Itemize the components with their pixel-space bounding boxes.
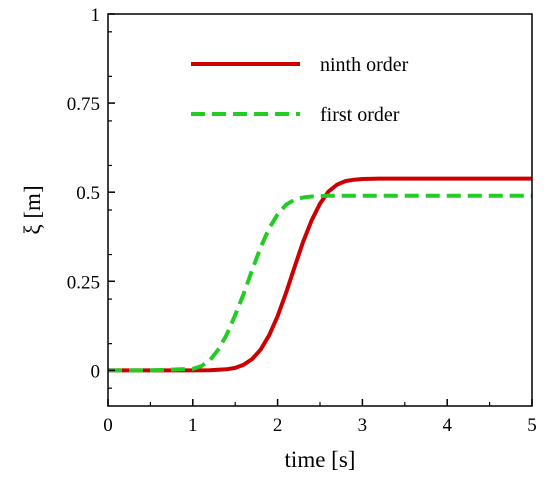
y-axis: 0 0.25 0.5 0.75 1 xyxy=(67,5,115,389)
x-tick-label: 2 xyxy=(273,415,283,436)
legend-label-2: first order xyxy=(320,104,400,126)
x-tick-label: 0 xyxy=(103,415,113,436)
x-tick-label: 1 xyxy=(188,415,198,436)
series-line-2 xyxy=(108,193,532,373)
x-axis: 0 1 2 3 4 5 xyxy=(103,399,537,436)
y-tick-label: 0.25 xyxy=(67,272,100,293)
y-axis-title: ξ [m] xyxy=(20,185,45,234)
x-tick-label: 5 xyxy=(527,415,537,436)
series-line-1 xyxy=(108,176,532,373)
y-tick-label: 0.5 xyxy=(76,183,100,204)
legend-label-1: ninth order xyxy=(320,54,409,76)
x-tick-label: 4 xyxy=(442,415,452,436)
x-axis-title: time [s] xyxy=(285,447,356,472)
x-tick-label: 3 xyxy=(358,415,368,436)
legend: ninth order first order xyxy=(191,54,409,126)
y-tick-label: 0 xyxy=(91,361,101,382)
y-tick-label: 1 xyxy=(91,5,101,26)
plot-marks xyxy=(108,176,532,373)
y-tick-label: 0.75 xyxy=(67,94,100,115)
